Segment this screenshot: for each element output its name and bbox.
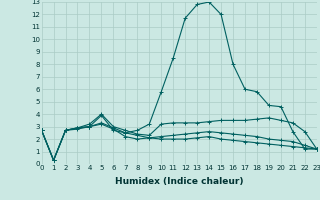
X-axis label: Humidex (Indice chaleur): Humidex (Indice chaleur) [115,177,244,186]
